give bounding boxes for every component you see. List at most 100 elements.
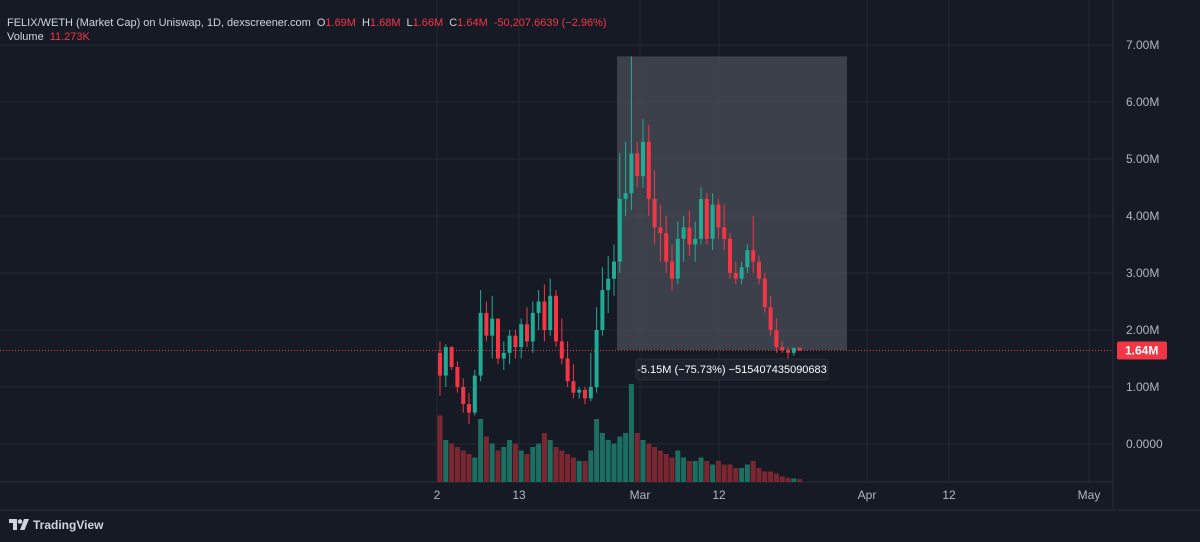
volume-bar-42	[681, 457, 687, 482]
candle-body-38	[658, 227, 663, 234]
volume-bar-49	[721, 464, 727, 482]
candle-body-40	[670, 261, 674, 279]
time-axis[interactable]: 2 13 Mar 12 Apr 12 May	[434, 488, 1101, 502]
volume-bar-2	[449, 443, 455, 482]
candle-body-55	[757, 261, 761, 279]
volume-bar-60	[785, 477, 791, 482]
current-price-tag: 1.64M	[1117, 341, 1167, 360]
candle-43	[687, 210, 692, 256]
candle-body-58	[774, 330, 779, 348]
candle-body-45	[699, 198, 703, 239]
volume-bar-32	[623, 433, 629, 482]
candle-60	[786, 347, 790, 359]
candle-38	[658, 204, 663, 262]
volume-bar-43	[686, 461, 692, 482]
candle-body-61	[791, 348, 796, 353]
tradingview-logo[interactable]: TradingView	[9, 518, 103, 532]
open-label: O	[316, 17, 326, 29]
candle-body-30	[612, 261, 616, 279]
symbol-legend-row[interactable]: FELIX/WETH (Market Cap) on Uniswap, 1D, …	[7, 16, 607, 30]
time-tick-3: 12	[712, 488, 726, 502]
candle-body-48	[716, 204, 721, 228]
time-tick-0: 2	[434, 488, 441, 502]
candle-body-3	[455, 367, 460, 387]
volume-bar-4	[460, 450, 466, 482]
candle-41	[675, 221, 680, 285]
candle-body-33	[629, 153, 634, 194]
candle-body-54	[751, 250, 756, 262]
candle-45	[699, 187, 703, 245]
candle-28	[600, 267, 605, 336]
candle-body-34	[635, 153, 640, 177]
volume-label: Volume	[7, 31, 44, 43]
candle-48	[716, 198, 721, 239]
candle-46	[704, 193, 709, 245]
volume-bar-15	[524, 454, 530, 482]
volume-bar-52	[739, 468, 745, 482]
candle-body-36	[646, 141, 651, 199]
candle-44	[693, 221, 698, 262]
candle-body-52	[739, 267, 744, 279]
measure-label-text: -5.15M (−75.73%) −515407435090683	[637, 364, 827, 376]
candle-body-27	[594, 330, 599, 387]
candle-10	[496, 318, 500, 365]
volume-bar-58	[773, 473, 779, 482]
volume-bar-27	[594, 419, 600, 482]
price-tick-2: 5.00M	[1126, 152, 1159, 166]
volume-bar-40	[669, 457, 675, 482]
volume-bar-17	[536, 443, 542, 482]
volume-bar-41	[675, 450, 681, 482]
volume-bar-54	[750, 461, 756, 482]
candle-body-21	[559, 341, 564, 359]
candle-62	[797, 347, 802, 351]
candle-body-6	[472, 375, 477, 413]
volume-bar-18	[541, 433, 547, 482]
volume-bar-44	[692, 461, 698, 482]
candle-7	[478, 290, 483, 382]
volume-legend-row[interactable]: Volume 11.273K	[7, 30, 607, 44]
candle-57	[768, 295, 773, 336]
candle-body-18	[542, 301, 547, 330]
candle-5	[467, 392, 471, 425]
candle-54	[751, 216, 756, 273]
volume-bar-7	[478, 419, 484, 482]
candle-47	[710, 193, 715, 251]
candle-body-37	[652, 198, 657, 228]
close-label: C	[449, 17, 458, 29]
candle-26	[588, 352, 593, 402]
candle-25	[583, 387, 587, 405]
volume-bar-39	[663, 454, 669, 482]
candle-body-13	[513, 335, 518, 348]
volume-bar-53	[744, 464, 750, 482]
candle-32	[623, 141, 628, 216]
candle-body-49	[722, 227, 727, 239]
price-axis[interactable]: 7.00M 6.00M 5.00M 4.00M 3.00M 2.00M 1.00M 0.000…	[1126, 38, 1163, 451]
candle-body-14	[519, 324, 524, 348]
candle-body-44	[693, 238, 698, 245]
price-tick-5: 2.00M	[1126, 323, 1159, 337]
volume-bar-38	[657, 450, 663, 482]
candle-23	[571, 364, 576, 399]
candle-body-39	[664, 233, 669, 262]
candle-body-26	[588, 387, 593, 399]
measure-tool-label: -5.15M (−75.73%) −515407435090683	[635, 358, 829, 381]
volume-bar-51	[733, 468, 739, 482]
volume-bar-23	[570, 457, 576, 482]
volume-bar-13	[512, 443, 518, 482]
candle-body-51	[733, 273, 738, 279]
volume-bar-37	[652, 447, 658, 482]
candle-body-15	[525, 324, 529, 342]
volume-bar-24	[576, 461, 582, 482]
candle-body-5	[467, 404, 471, 413]
candle-body-17	[536, 301, 541, 313]
candle-58	[774, 318, 779, 353]
volume-bar-22	[565, 454, 571, 482]
volume-bar-59	[779, 476, 785, 482]
candle-35	[641, 119, 645, 188]
candle-body-11	[501, 352, 506, 359]
candle-8	[484, 301, 489, 342]
candle-16	[530, 301, 535, 353]
candle-53	[745, 244, 750, 273]
candle-36	[646, 124, 651, 216]
